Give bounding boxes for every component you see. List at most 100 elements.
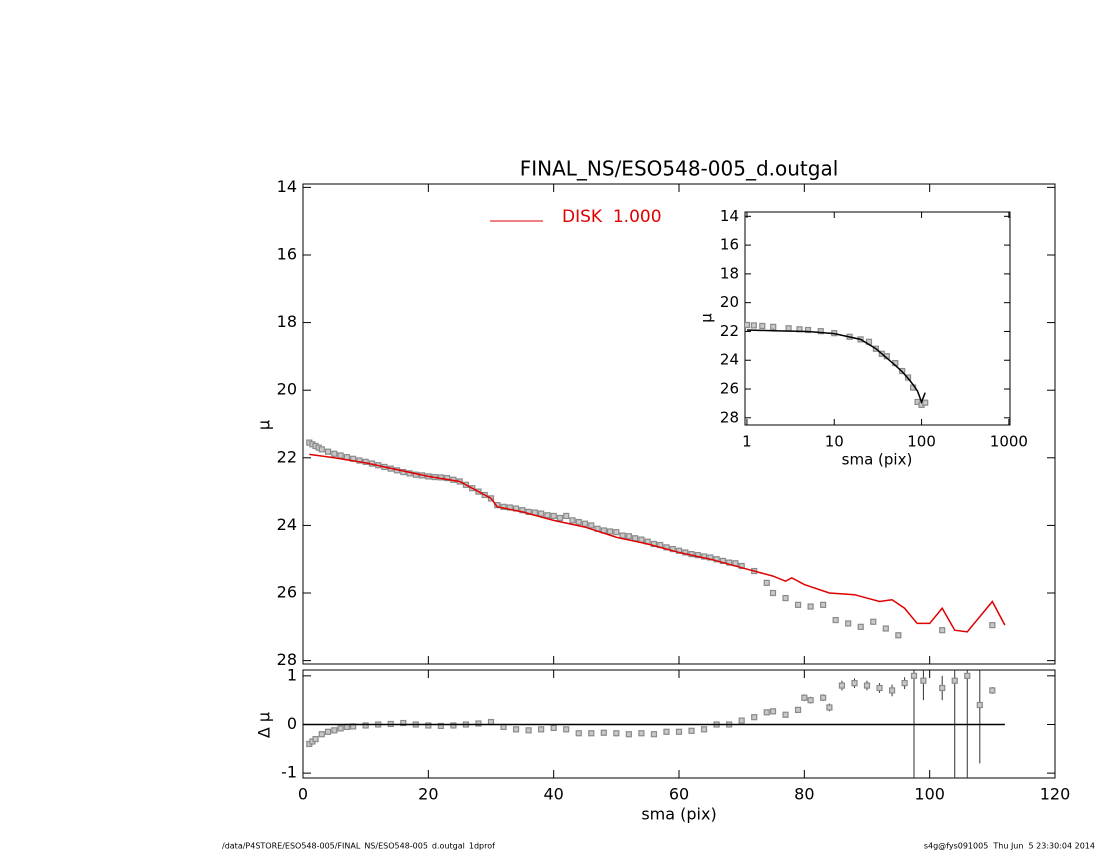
data-point [475, 720, 482, 727]
data-point [989, 687, 996, 694]
y-tick-label: 22 [277, 447, 297, 466]
data-point [512, 726, 520, 733]
y-tick-label: 16 [720, 236, 739, 254]
x-tick-label: 40 [543, 785, 563, 804]
data-point [581, 520, 589, 527]
data-point [563, 726, 570, 733]
y-axis-label: μ [698, 313, 716, 323]
data-point [563, 512, 570, 520]
x-tick-label: 60 [669, 785, 689, 804]
data-point [876, 684, 883, 692]
data-point [785, 325, 792, 332]
y-axis-label: μ [255, 420, 274, 430]
y-tick-label: 20 [720, 293, 739, 311]
data-point [826, 704, 833, 711]
data-point [556, 514, 564, 522]
plot-area [306, 439, 1006, 639]
data-point [525, 727, 532, 734]
data-point [569, 517, 576, 524]
x-axis-label: sma (pix) [641, 805, 716, 824]
data-point [807, 603, 814, 610]
data-point [606, 528, 614, 535]
y-tick-label: 18 [720, 264, 739, 282]
data-point [820, 694, 827, 701]
data-point [625, 533, 632, 540]
data-point [939, 684, 946, 692]
data-point [707, 554, 714, 561]
data-point [337, 725, 344, 732]
data-point [751, 714, 758, 721]
y-tick-label: 28 [720, 408, 739, 426]
data-point [625, 731, 632, 738]
data-point [331, 727, 338, 734]
data-point [964, 672, 971, 679]
x-tick-label: 1 [742, 433, 752, 451]
data-point [619, 532, 626, 539]
data-point [324, 728, 332, 735]
data-point [638, 730, 645, 737]
data-point [820, 601, 827, 608]
data-point [588, 730, 595, 737]
data-point [324, 448, 332, 455]
y-tick-label: 28 [277, 650, 297, 669]
data-point [851, 680, 858, 687]
y-tick-label: 20 [277, 380, 297, 399]
data-point [817, 328, 824, 335]
data-point [863, 682, 871, 689]
data-point [807, 697, 814, 704]
data-point [763, 579, 770, 586]
y-tick-label: 26 [720, 380, 739, 398]
x-tick-label: 100 [907, 433, 936, 451]
data-point [738, 717, 745, 724]
data-point [550, 724, 557, 731]
data-point [700, 726, 708, 733]
data-point [613, 529, 620, 536]
data-point [726, 559, 733, 566]
data-point [857, 623, 864, 630]
data-point [538, 726, 545, 733]
data-point [544, 512, 551, 519]
data-point [450, 722, 457, 729]
data-point [638, 536, 645, 543]
y-tick-label: 1 [287, 665, 297, 684]
y-tick-label: 24 [720, 351, 739, 369]
legend-label: DISK 1.000 [562, 207, 662, 227]
data-point [318, 446, 325, 453]
y-tick-label: 0 [287, 714, 297, 733]
data-point [901, 680, 908, 687]
x-tick-label: 1000 [990, 433, 1028, 451]
x-tick-label: 120 [1040, 785, 1071, 804]
data-point [763, 709, 770, 716]
data-point [318, 731, 325, 738]
y-tick-label: 16 [277, 244, 297, 263]
data-point [845, 620, 852, 627]
data-point [632, 535, 639, 542]
data-point [838, 682, 846, 689]
data-point [356, 457, 363, 464]
data-point [663, 728, 670, 735]
data-point [650, 731, 658, 738]
data-point [494, 502, 501, 509]
data-point [650, 540, 658, 548]
y-tick-label: 26 [277, 583, 297, 602]
data-point [675, 728, 683, 735]
plot-area [303, 670, 1005, 778]
model-line [746, 329, 926, 405]
data-point [750, 322, 757, 329]
plot-frame [744, 211, 1011, 426]
data-point [525, 508, 532, 515]
data-point [444, 474, 451, 482]
data-point [870, 618, 877, 625]
y-tick-label: -1 [281, 763, 297, 782]
x-tick-label: 0 [298, 785, 308, 804]
data-point [882, 625, 889, 632]
data-point [550, 512, 557, 520]
data-point [719, 557, 726, 565]
model-line [309, 453, 1006, 633]
data-point [675, 547, 683, 554]
data-point [770, 323, 777, 330]
data-point [794, 706, 802, 713]
plot-area [745, 321, 929, 408]
data-point [613, 730, 620, 737]
